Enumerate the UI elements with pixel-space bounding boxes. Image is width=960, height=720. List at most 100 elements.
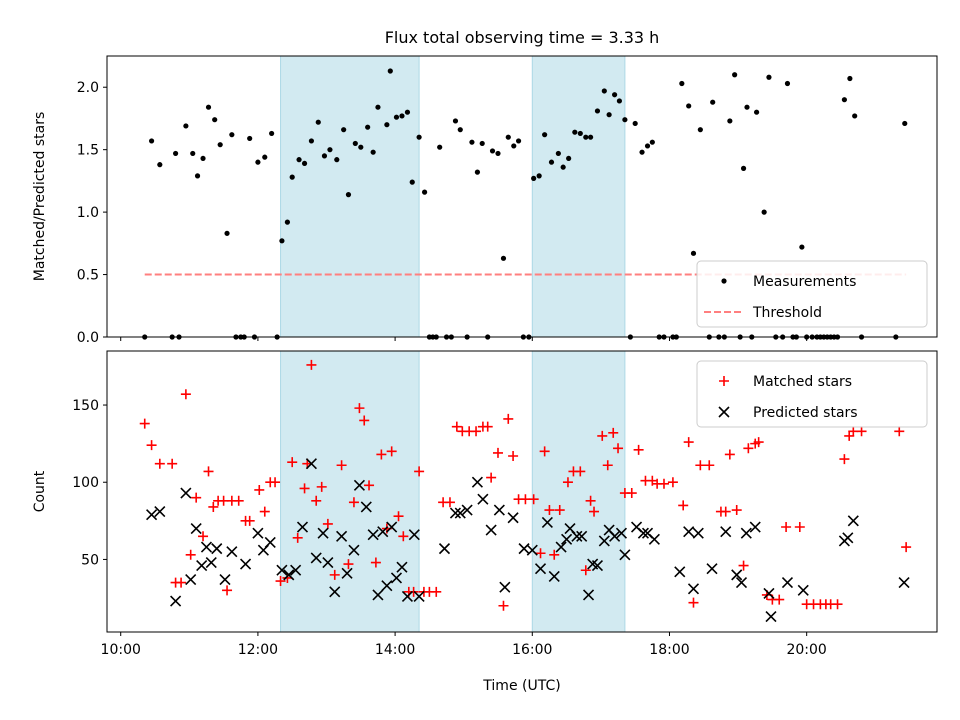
predicted-star-point bbox=[781, 577, 794, 589]
upper-ratio-panel: 0.0 0.5 1.0 1.5 2.0 Matched/Predicted stars Me… bbox=[32, 55, 938, 346]
legend-label: Predicted stars bbox=[753, 405, 858, 421]
measurement-point bbox=[421, 189, 428, 195]
matched-star-point bbox=[539, 446, 550, 457]
predicted-star-point bbox=[322, 556, 334, 569]
measurement-point bbox=[511, 143, 517, 149]
matched-star-point bbox=[738, 560, 749, 571]
matched-star-point bbox=[139, 418, 150, 429]
measurement-point bbox=[555, 150, 561, 157]
matched-star-point bbox=[354, 403, 365, 414]
measurement-point bbox=[194, 173, 201, 179]
matched-star-point bbox=[146, 440, 157, 451]
measurement-point bbox=[515, 138, 522, 144]
measurement-point bbox=[841, 97, 847, 103]
measurement-point bbox=[469, 139, 475, 145]
predicted-star-point bbox=[438, 543, 451, 555]
matched-star-point bbox=[608, 427, 619, 438]
measurement-point bbox=[612, 92, 618, 98]
axes-frame bbox=[106, 55, 938, 338]
predicted-star-point bbox=[454, 507, 466, 519]
matched-star-point bbox=[482, 421, 493, 432]
measurement-point bbox=[289, 174, 295, 180]
matched-star-point bbox=[549, 549, 560, 560]
predicted-star-point bbox=[507, 512, 519, 524]
matched-star-point bbox=[398, 531, 409, 542]
measurement-point bbox=[500, 255, 507, 261]
measurement-point bbox=[847, 75, 853, 82]
matched-star-point bbox=[444, 497, 455, 508]
y-tick-label: 50 bbox=[81, 552, 99, 568]
matched-star-point bbox=[731, 505, 742, 516]
matched-star-point bbox=[633, 444, 644, 455]
y-axis-label: Count bbox=[32, 470, 48, 512]
matched-star-point bbox=[329, 569, 340, 580]
predicted-star-point bbox=[276, 564, 288, 576]
predicted-star-point bbox=[493, 504, 505, 516]
measurement-point bbox=[345, 192, 352, 198]
measurement-point bbox=[616, 98, 623, 104]
predicted-star-point bbox=[687, 583, 700, 595]
predicted-star-point bbox=[561, 533, 573, 545]
matched-star-point bbox=[414, 466, 425, 477]
matched-star-point bbox=[585, 495, 596, 506]
matched-star-point bbox=[180, 389, 191, 400]
predicted-star-point bbox=[226, 546, 238, 558]
measurement-point bbox=[710, 99, 716, 105]
measurement-point bbox=[852, 113, 858, 119]
predicted-star-point bbox=[648, 533, 660, 545]
measurement-point bbox=[183, 123, 189, 129]
predicted-star-point bbox=[749, 521, 761, 533]
measurement-point bbox=[437, 144, 443, 150]
matched-star-point bbox=[794, 522, 805, 533]
predicted-star-point bbox=[571, 530, 583, 542]
matched-star-point bbox=[894, 426, 905, 437]
measurement-point bbox=[649, 139, 655, 145]
matched-star-point bbox=[597, 430, 608, 441]
matched-star-point bbox=[678, 500, 689, 511]
predicted-star-point bbox=[408, 529, 420, 541]
matched-star-point bbox=[688, 597, 699, 608]
legend-label: Matched stars bbox=[753, 374, 852, 390]
measurement-point bbox=[308, 138, 315, 144]
matched-star-point bbox=[528, 494, 539, 505]
measurement-point bbox=[606, 112, 612, 118]
matched-star-point bbox=[839, 454, 850, 465]
matched-star-point bbox=[408, 586, 419, 597]
matched-star-point bbox=[154, 458, 165, 469]
predicted-star-point bbox=[283, 569, 295, 581]
predicted-star-point bbox=[146, 509, 158, 521]
predicted-star-point bbox=[367, 529, 379, 541]
matched-star-point bbox=[275, 576, 286, 587]
matched-star-point bbox=[176, 577, 187, 588]
matched-star-point bbox=[364, 480, 375, 491]
y-tick-label: 1.0 bbox=[77, 205, 99, 221]
predicted-star-point bbox=[360, 501, 372, 513]
measurement-point bbox=[679, 80, 685, 87]
legend-measurement-swatch bbox=[721, 278, 727, 284]
matched-star-point bbox=[244, 515, 255, 526]
predicted-star-point bbox=[348, 544, 360, 556]
measurement-point bbox=[622, 117, 628, 123]
measurement-point bbox=[172, 150, 179, 157]
predicted-star-point bbox=[526, 544, 538, 556]
predicted-star-point bbox=[720, 526, 732, 538]
matched-star-point bbox=[535, 548, 546, 559]
predicted-star-point bbox=[477, 493, 489, 505]
matched-star-point bbox=[386, 446, 397, 457]
y-tick-label: 0.5 bbox=[77, 268, 99, 284]
measurement-point bbox=[301, 160, 308, 167]
matched-star-point bbox=[486, 472, 497, 483]
measurement-point bbox=[217, 142, 223, 148]
predicted-star-point bbox=[329, 586, 341, 598]
predicted-star-point bbox=[609, 530, 621, 542]
measurement-point bbox=[531, 175, 537, 181]
measurement-point bbox=[744, 104, 750, 110]
predicted-star-point bbox=[317, 527, 329, 539]
matched-star-point bbox=[233, 495, 244, 506]
measurement-point bbox=[262, 154, 268, 160]
matched-star-point bbox=[259, 506, 270, 517]
predicted-star-point bbox=[548, 570, 560, 582]
legend-predicted-swatch bbox=[718, 406, 730, 418]
predicted-star-point bbox=[239, 558, 252, 570]
